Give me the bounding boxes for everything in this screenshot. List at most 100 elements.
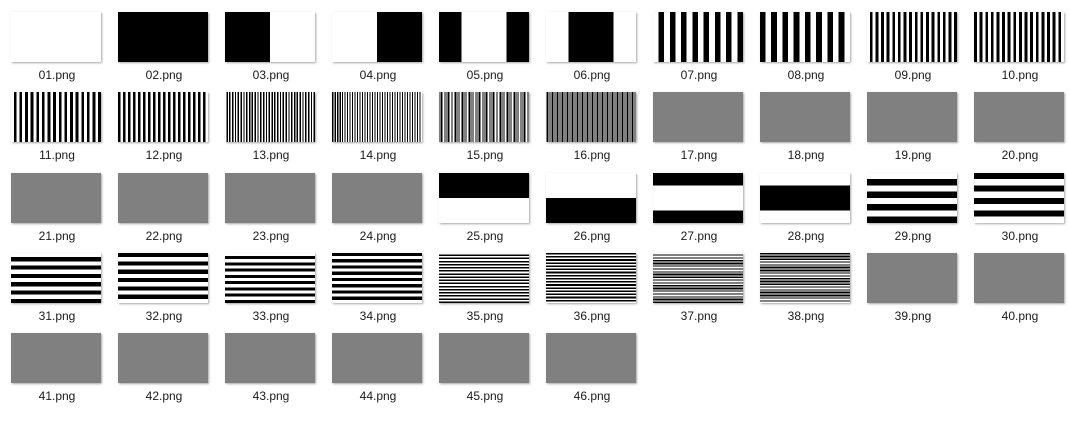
- file-name: 45.png: [466, 389, 504, 403]
- file-item[interactable]: 21.png: [9, 173, 116, 251]
- file-item[interactable]: 12.png: [116, 92, 223, 170]
- file-name: 23.png: [252, 229, 290, 243]
- file-item[interactable]: 26.png: [544, 173, 651, 251]
- file-item[interactable]: 27.png: [651, 173, 758, 251]
- file-item[interactable]: 18.png: [758, 92, 865, 170]
- file-name: 11.png: [39, 148, 75, 162]
- thumbnail: [439, 173, 529, 223]
- thumbnail: [974, 253, 1064, 303]
- file-item[interactable]: 20.png: [972, 92, 1070, 170]
- thumbnail: [332, 173, 422, 223]
- thumbnail: [867, 173, 957, 223]
- thumbnail: [225, 12, 315, 62]
- thumbnail: [332, 253, 422, 303]
- thumbnail: [653, 253, 743, 303]
- file-item[interactable]: 13.png: [223, 92, 330, 170]
- thumbnail: [439, 12, 529, 62]
- file-item[interactable]: 29.png: [865, 173, 972, 251]
- thumbnail: [546, 333, 636, 383]
- file-item[interactable]: 30.png: [972, 173, 1070, 251]
- file-name: 30.png: [1001, 229, 1039, 243]
- file-item[interactable]: 06.png: [544, 12, 651, 90]
- file-name: 04.png: [359, 68, 397, 82]
- file-item[interactable]: 17.png: [651, 92, 758, 170]
- file-name: 12.png: [145, 148, 183, 162]
- file-name: 38.png: [787, 309, 825, 323]
- thumbnail: [11, 253, 101, 303]
- file-item[interactable]: 31.png: [9, 253, 116, 331]
- thumbnail: [118, 12, 208, 62]
- file-item[interactable]: 46.png: [544, 333, 651, 411]
- file-item[interactable]: 42.png: [116, 333, 223, 411]
- file-item[interactable]: 01.png: [9, 12, 116, 90]
- file-item[interactable]: 25.png: [437, 173, 544, 251]
- thumbnail: [760, 12, 850, 62]
- file-name: 24.png: [359, 229, 397, 243]
- file-item[interactable]: 38.png: [758, 253, 865, 331]
- file-item[interactable]: 43.png: [223, 333, 330, 411]
- thumbnail: [653, 12, 743, 62]
- file-name: 05.png: [466, 68, 504, 82]
- file-item[interactable]: 16.png: [544, 92, 651, 170]
- thumbnail: [225, 173, 315, 223]
- file-item[interactable]: 41.png: [9, 333, 116, 411]
- file-item[interactable]: 08.png: [758, 12, 865, 90]
- file-item[interactable]: 14.png: [330, 92, 437, 170]
- file-item[interactable]: 28.png: [758, 173, 865, 251]
- file-item[interactable]: 10.png: [972, 12, 1070, 90]
- thumbnail: [867, 92, 957, 142]
- file-name: 25.png: [466, 229, 504, 243]
- thumbnail: [332, 333, 422, 383]
- file-name: 44.png: [359, 389, 397, 403]
- thumbnail: [118, 173, 208, 223]
- file-item[interactable]: 37.png: [651, 253, 758, 331]
- thumbnail: [439, 333, 529, 383]
- file-item[interactable]: 03.png: [223, 12, 330, 90]
- file-item[interactable]: 39.png: [865, 253, 972, 331]
- file-item[interactable]: 35.png: [437, 253, 544, 331]
- file-item[interactable]: 24.png: [330, 173, 437, 251]
- file-item[interactable]: 07.png: [651, 12, 758, 90]
- thumbnail: [546, 173, 636, 223]
- thumbnail: [867, 253, 957, 303]
- file-name: 31.png: [38, 309, 76, 323]
- thumbnail: [225, 253, 315, 303]
- thumbnail: [11, 92, 101, 142]
- file-item[interactable]: 36.png: [544, 253, 651, 331]
- file-item[interactable]: 40.png: [972, 253, 1070, 331]
- file-item[interactable]: 45.png: [437, 333, 544, 411]
- file-name: 36.png: [573, 309, 611, 323]
- file-name: 07.png: [680, 68, 718, 82]
- thumbnail: [439, 253, 529, 303]
- thumbnail: [118, 92, 208, 142]
- file-name: 09.png: [894, 68, 932, 82]
- file-item[interactable]: 32.png: [116, 253, 223, 331]
- file-name: 19.png: [894, 148, 932, 162]
- file-item[interactable]: 33.png: [223, 253, 330, 331]
- file-item[interactable]: 15.png: [437, 92, 544, 170]
- thumbnail: [546, 92, 636, 142]
- file-name: 33.png: [252, 309, 290, 323]
- thumbnail: [439, 92, 529, 142]
- file-item[interactable]: 04.png: [330, 12, 437, 90]
- file-item[interactable]: 09.png: [865, 12, 972, 90]
- file-item[interactable]: 11.png: [9, 92, 116, 170]
- file-item[interactable]: 44.png: [330, 333, 437, 411]
- file-name: 06.png: [573, 68, 611, 82]
- file-item[interactable]: 22.png: [116, 173, 223, 251]
- file-item[interactable]: 02.png: [116, 12, 223, 90]
- file-item[interactable]: 34.png: [330, 253, 437, 331]
- file-item[interactable]: 23.png: [223, 173, 330, 251]
- thumbnail: [867, 12, 957, 62]
- thumbnail: [11, 173, 101, 223]
- file-name: 41.png: [38, 389, 76, 403]
- file-item[interactable]: 05.png: [437, 12, 544, 90]
- thumbnail: [546, 12, 636, 62]
- file-name: 18.png: [787, 148, 825, 162]
- file-name: 43.png: [252, 389, 290, 403]
- file-name: 21.png: [38, 229, 76, 243]
- file-item[interactable]: 19.png: [865, 92, 972, 170]
- file-name: 03.png: [252, 68, 290, 82]
- thumbnail: [760, 173, 850, 223]
- thumbnail: [760, 92, 850, 142]
